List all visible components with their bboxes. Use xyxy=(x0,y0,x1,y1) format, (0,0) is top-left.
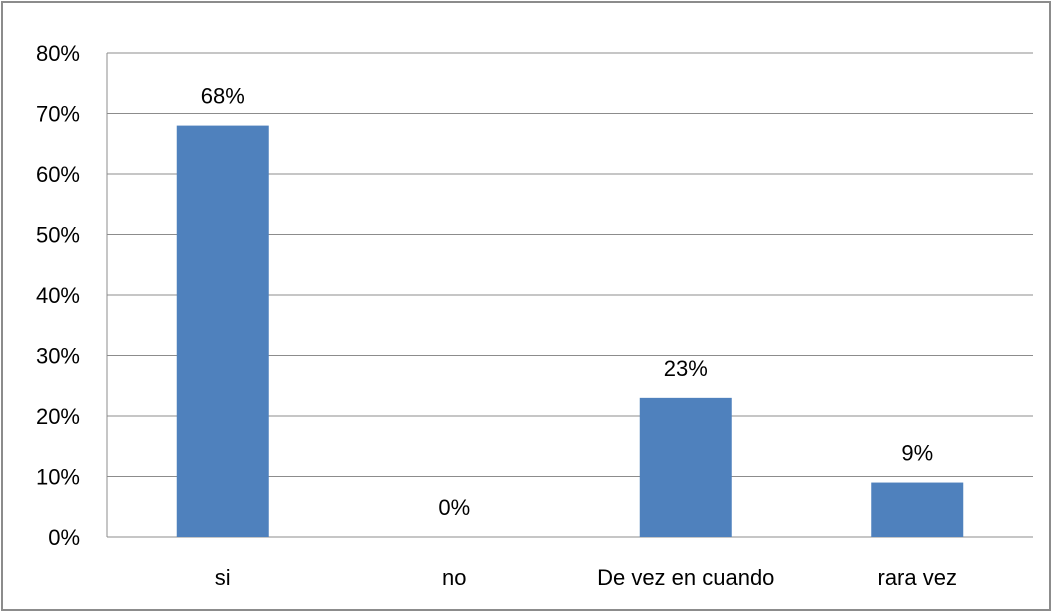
bar-si xyxy=(176,125,269,537)
y-axis-tick-labels: 0% 10% 20% 30% 40% 50% 60% 70% 80% xyxy=(36,41,80,550)
y-tick-label-20: 20% xyxy=(36,404,80,429)
data-labels: 68% 0% 23% 9% xyxy=(201,84,933,520)
y-tick-label-10: 10% xyxy=(36,465,80,490)
y-tick-label-0: 0% xyxy=(48,525,80,550)
bar-rara-vez xyxy=(871,482,964,537)
x-category-label-0: si xyxy=(215,565,231,590)
data-label-3: 9% xyxy=(901,441,933,466)
data-label-1: 0% xyxy=(438,495,470,520)
data-label-2: 23% xyxy=(664,356,708,381)
x-category-label-1: no xyxy=(442,565,466,590)
y-tick-label-30: 30% xyxy=(36,344,80,369)
y-tick-label-70: 70% xyxy=(36,102,80,127)
x-category-label-2: De vez en cuando xyxy=(597,565,774,590)
y-tick-label-60: 60% xyxy=(36,162,80,187)
y-tick-label-40: 40% xyxy=(36,283,80,308)
x-category-label-3: rara vez xyxy=(878,565,957,590)
x-axis-category-labels: si no De vez en cuando rara vez xyxy=(215,565,957,590)
y-tick-label-80: 80% xyxy=(36,41,80,66)
bar-de-vez-en-cuando xyxy=(639,397,732,537)
y-tick-label-50: 50% xyxy=(36,223,80,248)
data-label-0: 68% xyxy=(201,84,245,109)
bars xyxy=(176,125,964,537)
